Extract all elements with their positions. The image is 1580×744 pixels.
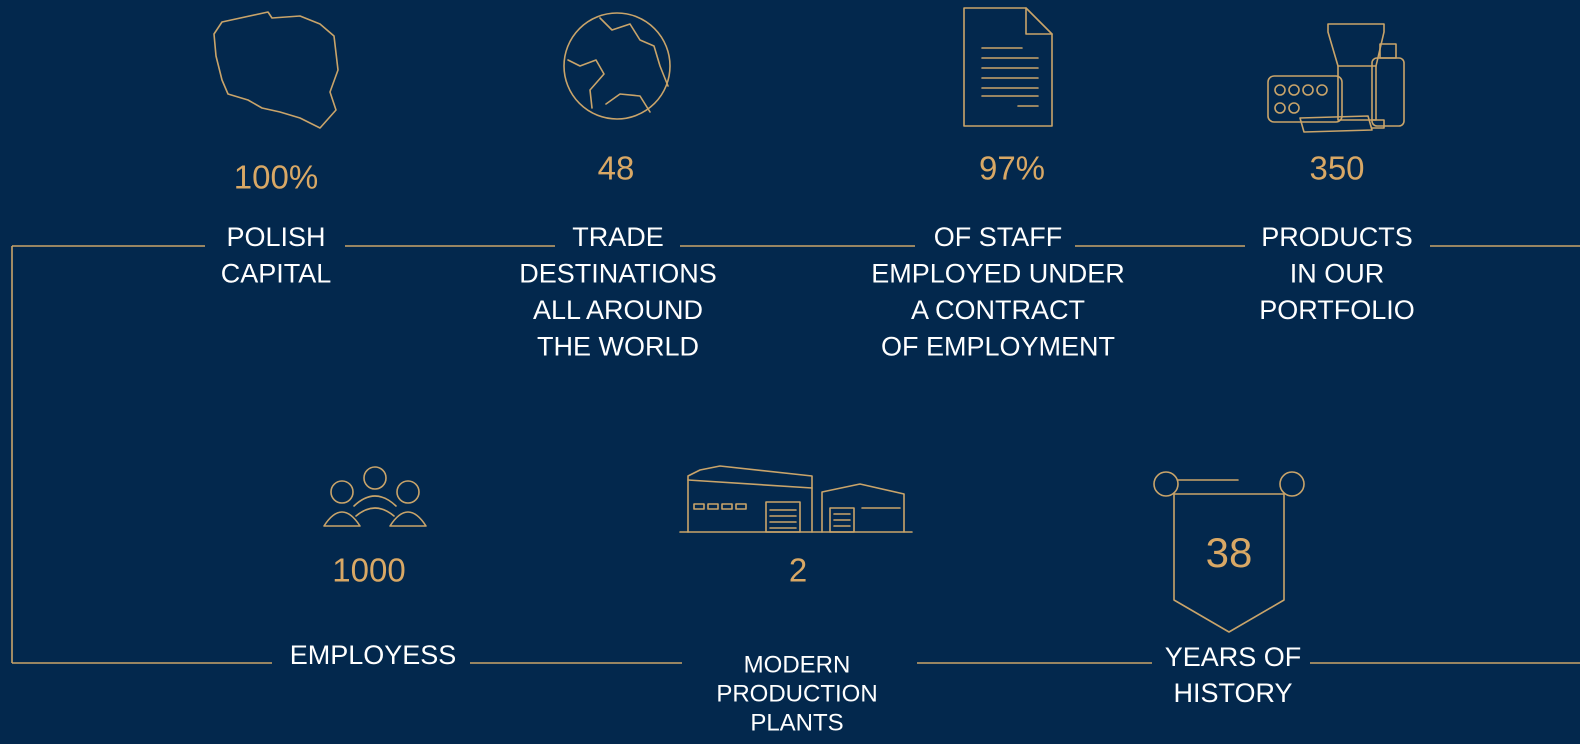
map-icon <box>213 11 339 129</box>
stat-label: A CONTRACT <box>911 295 1085 325</box>
stat-label: MODERN <box>744 651 851 678</box>
stat-label: OF EMPLOYMENT <box>881 332 1115 362</box>
connectors <box>11 245 1580 664</box>
stat-value: 350 <box>1309 150 1364 187</box>
stat-label: TRADE <box>572 222 664 252</box>
stat-label: EMPLOYESS <box>290 640 457 670</box>
stat-label: PORTFOLIO <box>1259 295 1415 325</box>
products-icon <box>1267 23 1405 133</box>
stat-label: CAPITAL <box>221 259 332 289</box>
texts: 100% POLISH CAPITAL 48 TRADE DESTINATIONS ALL … <box>221 150 1415 737</box>
history-icon <box>1153 471 1305 633</box>
stat-value: 48 <box>598 150 635 187</box>
stat-label: THE WORLD <box>537 332 699 362</box>
factory-icon <box>679 465 913 533</box>
stat-label: HISTORY <box>1173 678 1292 708</box>
stat-value: 100% <box>234 159 318 196</box>
stat-label: PLANTS <box>750 709 843 736</box>
stat-value: 1000 <box>332 552 405 589</box>
document-icon <box>963 7 1053 127</box>
stat-value: 2 <box>789 552 807 589</box>
stat-label: IN OUR <box>1290 259 1385 289</box>
stat-label: YEARS OF <box>1165 642 1302 672</box>
stat-value: 97% <box>979 150 1045 187</box>
stat-label: DESTINATIONS <box>519 259 717 289</box>
stat-label: POLISH <box>226 222 325 252</box>
stat-value: 38 <box>1206 529 1253 576</box>
stat-label: EMPLOYED UNDER <box>871 259 1125 289</box>
stat-label: PRODUCTION <box>716 680 877 707</box>
globe-icon <box>563 12 671 120</box>
stat-label: PRODUCTS <box>1261 222 1413 252</box>
stat-label: ALL AROUND <box>533 295 703 325</box>
stat-label: OF STAFF <box>934 222 1063 252</box>
people-icon <box>323 466 427 527</box>
